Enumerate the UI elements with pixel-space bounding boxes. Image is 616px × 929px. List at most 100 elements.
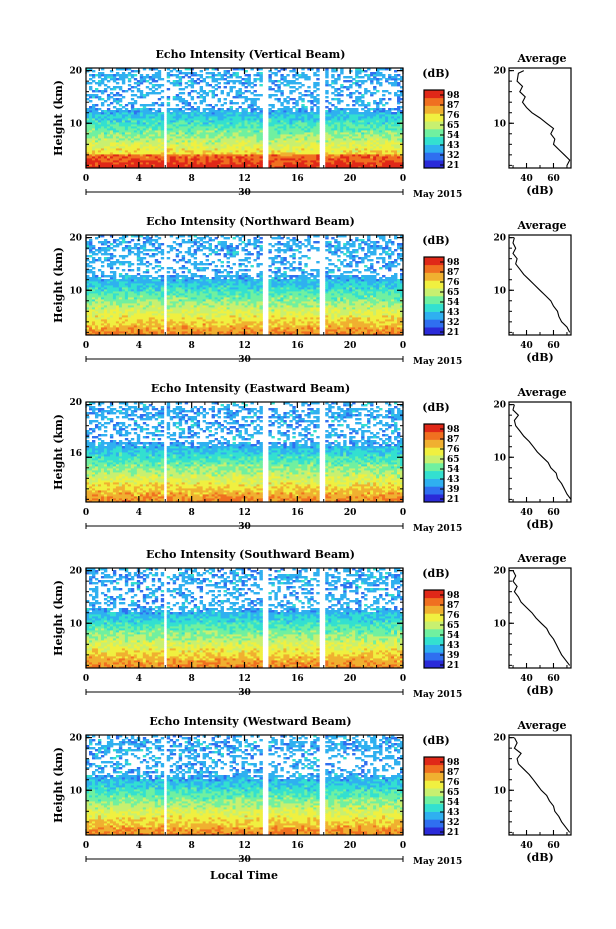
colorbar-tick-label: 98 — [447, 758, 460, 768]
colorbar-tick-label: 32 — [447, 151, 460, 161]
x-tick-label: 12 — [238, 508, 251, 518]
figure: Echo Intensity (Vertical Beam)2010Height… — [0, 0, 616, 929]
colorbar-segment — [424, 304, 444, 312]
colorbar-segment — [424, 827, 444, 835]
average-frame — [509, 402, 571, 502]
colorbar-segment — [424, 590, 444, 598]
average-x-tick-label: 60 — [547, 508, 560, 518]
colorbar-segment — [424, 479, 444, 487]
x-tick-label: 12 — [238, 174, 251, 184]
average-y-tick-label: 20 — [493, 401, 506, 411]
average-y-tick-label: 20 — [493, 67, 506, 77]
x-tick-label: 12 — [238, 341, 251, 351]
x-tick-label: 0 — [400, 674, 406, 684]
colorbar-tick-label: 87 — [447, 601, 460, 611]
average-frame — [509, 235, 571, 335]
colorbar-unit: (dB) — [422, 67, 449, 80]
colorbar-unit: (dB) — [422, 234, 449, 247]
x-tick-label: 0 — [400, 841, 406, 851]
colorbar-segment — [424, 660, 444, 668]
y-tick-label: 20 — [69, 398, 82, 408]
colorbar-tick-label: 98 — [447, 591, 460, 601]
x-tick-label: 12 — [238, 674, 251, 684]
panel-title: Echo Intensity (Southward Beam) — [146, 548, 355, 561]
colorbar-segment — [424, 645, 444, 653]
x-tick-label: 4 — [136, 341, 142, 351]
colorbar-segment — [424, 319, 444, 327]
colorbar-segment — [424, 773, 444, 781]
colorbar-segment — [424, 312, 444, 320]
colorbar-segment — [424, 812, 444, 820]
panel-2: Echo Intensity (Northward Beam)2010Heigh… — [52, 215, 571, 367]
colorbar-segment — [424, 327, 444, 335]
y-tick-label: 16 — [69, 449, 82, 459]
x-tick-label: 20 — [344, 841, 357, 851]
y-tick-label: 20 — [69, 67, 82, 77]
colorbar-segment — [424, 606, 444, 614]
colorbar-tick-label: 65 — [447, 788, 460, 798]
heatmap-cells — [86, 402, 403, 502]
colorbar-tick-label: 87 — [447, 435, 460, 445]
colorbar-tick-label: 76 — [447, 278, 460, 288]
colorbar-segment — [424, 424, 444, 432]
x-tick-label: 0 — [83, 508, 89, 518]
colorbar-tick-label: 43 — [447, 808, 460, 818]
colorbar-segment — [424, 160, 444, 168]
colorbar-segment — [424, 757, 444, 765]
average-title: Average — [516, 219, 566, 232]
colorbar-segment — [424, 296, 444, 304]
y-tick-label: 10 — [69, 119, 82, 129]
day-label: 30 — [238, 522, 251, 532]
day-label: 30 — [238, 355, 251, 365]
x-tick-label: 16 — [291, 841, 304, 851]
colorbar-segment — [424, 145, 444, 153]
x-tick-label: 12 — [238, 841, 251, 851]
colorbar-tick-label: 54 — [447, 298, 460, 308]
x-tick-label: 8 — [189, 841, 195, 851]
colorbar-tick-label: 43 — [447, 308, 460, 318]
colorbar-tick-label: 54 — [447, 631, 460, 641]
colorbar-segment — [424, 463, 444, 471]
average-line — [514, 738, 569, 833]
panel-3: Echo Intensity (Eastward Beam)2016Height… — [52, 382, 571, 534]
colorbar-segment — [424, 486, 444, 494]
average-x-axis-label: (dB) — [526, 518, 553, 531]
colorbar-unit: (dB) — [422, 734, 449, 747]
colorbar-tick-label: 54 — [447, 798, 460, 808]
colorbar-tick-label: 65 — [447, 121, 460, 131]
colorbar-tick-label: 43 — [447, 641, 460, 651]
x-tick-label: 0 — [400, 174, 406, 184]
x-tick-label: 20 — [344, 341, 357, 351]
heatmap-cells — [86, 235, 403, 335]
y-tick-label: 10 — [69, 286, 82, 296]
average-x-axis-label: (dB) — [526, 851, 553, 864]
average-x-tick-label: 60 — [547, 674, 560, 684]
colorbar-unit: (dB) — [422, 401, 449, 414]
colorbar-tick-label: 98 — [447, 91, 460, 101]
x-tick-label: 4 — [136, 841, 142, 851]
y-tick-label: 10 — [69, 619, 82, 629]
colorbar-tick-label: 21 — [447, 161, 460, 171]
average-x-tick-label: 40 — [520, 841, 533, 851]
average-line — [517, 71, 570, 166]
colorbar-tick-label: 54 — [447, 131, 460, 141]
colorbar-segment — [424, 90, 444, 98]
colorbar-tick-label: 65 — [447, 288, 460, 298]
panel-title: Echo Intensity (Eastward Beam) — [151, 382, 350, 395]
date-label: May 2015 — [413, 524, 462, 534]
colorbar-tick-label: 98 — [447, 258, 460, 268]
y-axis-label: Height (km) — [52, 80, 65, 156]
heatmap-cells — [86, 735, 403, 835]
colorbar-tick-label: 32 — [447, 318, 460, 328]
colorbar-tick-label: 76 — [447, 611, 460, 621]
average-y-tick-label: 10 — [493, 453, 506, 463]
y-tick-label: 20 — [69, 234, 82, 244]
colorbar-segment — [424, 796, 444, 804]
